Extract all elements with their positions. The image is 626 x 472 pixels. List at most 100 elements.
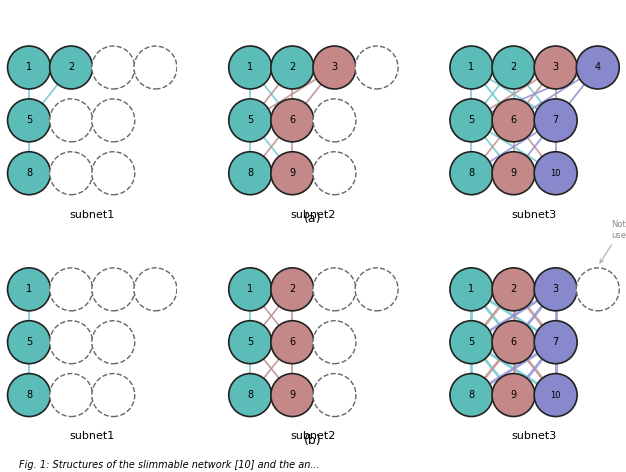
Text: 9: 9: [510, 168, 516, 178]
Text: 5: 5: [468, 337, 475, 347]
Circle shape: [534, 268, 577, 311]
Circle shape: [534, 46, 577, 89]
Circle shape: [450, 321, 493, 363]
Circle shape: [450, 152, 493, 195]
Circle shape: [577, 46, 619, 89]
Circle shape: [49, 99, 93, 142]
Text: 10: 10: [550, 169, 561, 178]
Text: (a): (a): [304, 212, 322, 226]
Text: (b): (b): [304, 434, 322, 447]
Text: 2: 2: [510, 284, 516, 295]
Circle shape: [313, 321, 356, 363]
Circle shape: [92, 152, 135, 195]
Circle shape: [355, 46, 398, 89]
Text: 8: 8: [247, 390, 254, 400]
Circle shape: [228, 321, 272, 363]
Circle shape: [313, 152, 356, 195]
Circle shape: [271, 321, 314, 363]
Circle shape: [271, 99, 314, 142]
Text: 10: 10: [550, 390, 561, 400]
Text: subnet3: subnet3: [511, 431, 557, 441]
Circle shape: [8, 374, 51, 416]
Text: 3: 3: [331, 62, 337, 73]
Text: 5: 5: [468, 115, 475, 126]
Text: 9: 9: [510, 390, 516, 400]
Circle shape: [92, 99, 135, 142]
Text: 8: 8: [26, 168, 32, 178]
Text: 8: 8: [468, 390, 475, 400]
Circle shape: [8, 321, 51, 363]
Circle shape: [450, 46, 493, 89]
Text: 6: 6: [510, 337, 516, 347]
Text: subnet3: subnet3: [511, 210, 557, 219]
Circle shape: [313, 46, 356, 89]
Text: 5: 5: [26, 337, 32, 347]
Circle shape: [92, 46, 135, 89]
Text: 1: 1: [468, 284, 475, 295]
Circle shape: [49, 374, 93, 416]
Text: Fig. 1: Structures of the slimmable network [10] and the an...: Fig. 1: Structures of the slimmable netw…: [19, 460, 319, 470]
Text: subnet1: subnet1: [69, 431, 115, 441]
Text: 8: 8: [247, 168, 254, 178]
Text: 5: 5: [247, 337, 254, 347]
Text: 2: 2: [510, 62, 516, 73]
Circle shape: [271, 152, 314, 195]
Circle shape: [450, 268, 493, 311]
Circle shape: [228, 152, 272, 195]
Circle shape: [228, 99, 272, 142]
Circle shape: [49, 152, 93, 195]
Text: 1: 1: [247, 62, 254, 73]
Circle shape: [8, 152, 51, 195]
Text: 8: 8: [26, 390, 32, 400]
Circle shape: [134, 46, 177, 89]
Text: 1: 1: [26, 62, 32, 73]
Circle shape: [271, 268, 314, 311]
Circle shape: [450, 99, 493, 142]
Text: 5: 5: [26, 115, 32, 126]
Text: 7: 7: [553, 115, 559, 126]
Circle shape: [313, 374, 356, 416]
Circle shape: [8, 99, 51, 142]
Text: 6: 6: [289, 337, 295, 347]
Circle shape: [577, 268, 619, 311]
Text: 9: 9: [289, 390, 295, 400]
Circle shape: [92, 321, 135, 363]
Circle shape: [8, 46, 51, 89]
Circle shape: [228, 374, 272, 416]
Circle shape: [92, 268, 135, 311]
Circle shape: [492, 321, 535, 363]
Circle shape: [534, 152, 577, 195]
Circle shape: [534, 99, 577, 142]
Text: 6: 6: [510, 115, 516, 126]
Text: 7: 7: [553, 337, 559, 347]
Text: 8: 8: [468, 168, 475, 178]
Circle shape: [49, 46, 93, 89]
Text: 3: 3: [553, 62, 559, 73]
Text: 6: 6: [289, 115, 295, 126]
Circle shape: [228, 268, 272, 311]
Circle shape: [534, 374, 577, 416]
Text: 1: 1: [26, 284, 32, 295]
Circle shape: [492, 152, 535, 195]
Text: 3: 3: [553, 284, 559, 295]
Text: subnet1: subnet1: [69, 210, 115, 219]
Text: 1: 1: [468, 62, 475, 73]
Circle shape: [49, 268, 93, 311]
Circle shape: [271, 374, 314, 416]
Text: 4: 4: [595, 62, 601, 73]
Circle shape: [134, 268, 177, 311]
Circle shape: [271, 46, 314, 89]
Text: 1: 1: [247, 284, 254, 295]
Text: 5: 5: [247, 115, 254, 126]
Circle shape: [492, 268, 535, 311]
Circle shape: [313, 99, 356, 142]
Circle shape: [8, 268, 51, 311]
Text: subnet2: subnet2: [290, 210, 336, 219]
Circle shape: [492, 46, 535, 89]
Text: 2: 2: [289, 62, 295, 73]
Circle shape: [450, 374, 493, 416]
Text: subnet2: subnet2: [290, 431, 336, 441]
Circle shape: [92, 374, 135, 416]
Text: 2: 2: [68, 62, 74, 73]
Text: 9: 9: [289, 168, 295, 178]
